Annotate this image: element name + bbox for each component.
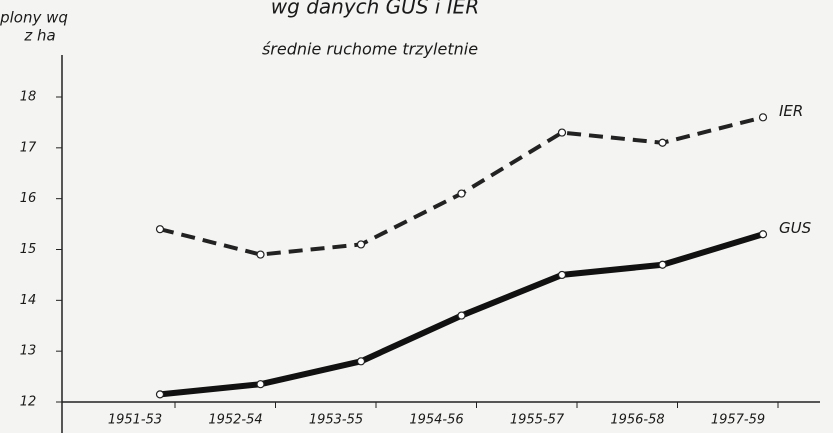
series-line [159, 115, 764, 257]
series-label: IER [779, 102, 803, 120]
data-point [658, 138, 667, 147]
y-axis-label: plony wq [0, 9, 68, 27]
x-tick-label: 1956-58 [610, 413, 664, 428]
data-point [356, 240, 366, 249]
data-point [658, 260, 667, 269]
y-tick-label: 15 [20, 242, 37, 257]
data-point [557, 128, 567, 137]
y-tick-label: 12 [20, 395, 37, 410]
y-tick-label: 16 [20, 191, 37, 206]
y-tick-label: 13 [20, 344, 37, 359]
data-point [356, 357, 366, 366]
y-tick-label: 17 [20, 140, 37, 155]
x-tick-label: 1957-59 [711, 413, 765, 428]
data-point [155, 390, 165, 399]
data-point [758, 113, 768, 122]
data-point [457, 311, 466, 320]
x-tick-label: 1952-54 [208, 413, 262, 428]
x-tick-label: 1955-57 [510, 413, 565, 428]
data-point [155, 225, 165, 234]
data-point [256, 380, 265, 389]
chart-title: wg danych GUS i IER [271, 0, 479, 19]
series-label: GUS [779, 219, 812, 237]
y-tick-label: 18 [20, 90, 37, 105]
x-tick-label: 1954-56 [409, 413, 463, 428]
data-point [758, 230, 768, 239]
data-point [256, 250, 265, 259]
data-point [457, 189, 466, 198]
y-axis-label: z ha [23, 27, 55, 45]
data-point [557, 270, 567, 280]
x-tick-label: 1951-53 [108, 413, 162, 428]
x-tick-label: 1953-55 [309, 413, 363, 428]
chart-subtitle: średnie ruchome trzyletnie [262, 40, 478, 59]
y-tick-label: 14 [20, 293, 37, 308]
